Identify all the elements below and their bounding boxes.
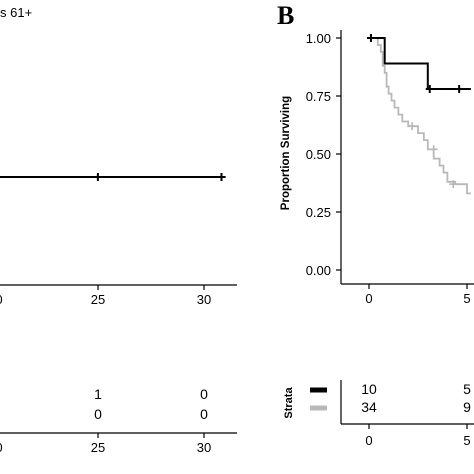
panel-a-x-tick-label: 0 — [0, 292, 3, 307]
panel-b-y-tick-label: 0.00 — [306, 263, 331, 278]
panel-b-risk-count: 9 — [463, 399, 471, 415]
panel-b-risk-count: 10 — [361, 381, 377, 397]
panel-a-x-ticks: 0 25 30 — [0, 285, 211, 307]
panel-b-series — [366, 34, 471, 195]
panel-a: s 61+ 0 25 30 1 0 0 0 0 25 30 — [0, 5, 237, 455]
panel-b-y-tick-label: 0.50 — [306, 147, 331, 162]
panel-b-y-tick-label: 0.75 — [306, 89, 331, 104]
panel-b-survival-curve — [369, 37, 471, 90]
panel-a-series — [0, 173, 226, 181]
panel-b-censor-mark — [425, 85, 434, 94]
panel-a-x-tick-label: 25 — [91, 292, 105, 307]
panel-a-risk-table: 1 0 0 0 — [94, 386, 208, 422]
panel-a-legend-label: s 61+ — [0, 5, 32, 20]
panel-b-risk-x-tick-label: 0 — [365, 433, 372, 448]
panel-b-risk-table: 10 5 34 9 — [310, 381, 471, 415]
panel-b-risk-x-tick-label: 5 — [463, 433, 470, 448]
panel-a-risk-x-tick-label: 0 — [0, 440, 3, 455]
panel-b-x-tick-label: 5 — [463, 291, 470, 306]
panel-b-risk-count: 5 — [463, 381, 471, 397]
panel-b-y-ticks: 0.00 0.25 0.50 0.75 1.00 — [306, 31, 341, 278]
panel-b-y-axis-label: Proportion Surviving — [280, 96, 292, 210]
panel-b-censor-mark — [429, 145, 438, 154]
panel-b-censor-mark — [408, 122, 417, 131]
panel-a-risk-x-ticks: 0 25 30 — [0, 433, 211, 455]
panel-b-y-tick-label: 0.25 — [306, 205, 331, 220]
panel-a-risk-count: 0 — [200, 406, 208, 422]
panel-b-label: B — [277, 1, 294, 30]
panel-a-censor-mark — [217, 173, 226, 181]
panel-b-y-tick-label: 1.00 — [306, 31, 331, 46]
panel-a-censor-mark — [93, 173, 102, 181]
panel-b-survival-curve — [369, 37, 471, 195]
panel-b-censor-mark — [449, 180, 458, 189]
panel-a-risk-x-tick-label: 25 — [91, 440, 105, 455]
panel-b-x-tick-label: 0 — [365, 291, 372, 306]
panel-a-x-tick-label: 30 — [197, 292, 211, 307]
panel-a-risk-count: 1 — [94, 386, 102, 402]
panel-b-censor-mark — [366, 34, 375, 42]
panel-a-risk-count: 0 — [94, 406, 102, 422]
panel-a-risk-count: 0 — [200, 386, 208, 402]
panel-a-risk-x-tick-label: 30 — [197, 440, 211, 455]
panel-b-risk-strata-label: Strata — [283, 387, 295, 419]
panel-b-risk-count: 34 — [361, 399, 377, 415]
panel-b: B Proportion Surviving 0.00 0.25 0.50 0.75 1… — [277, 1, 474, 448]
panel-b-censor-mark — [455, 85, 464, 94]
